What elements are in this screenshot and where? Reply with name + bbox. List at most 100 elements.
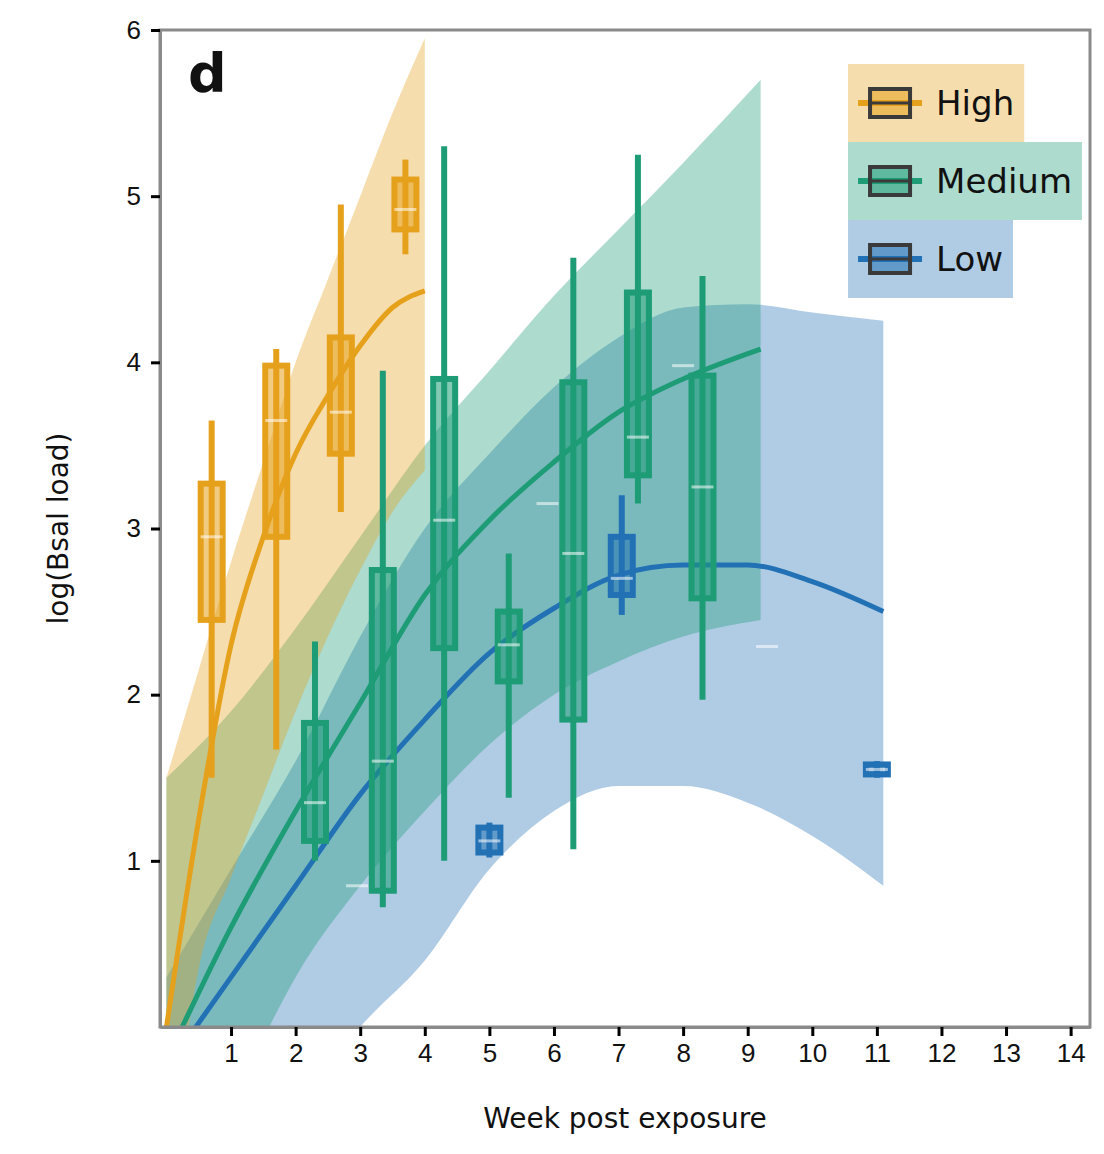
median	[627, 436, 649, 439]
box-body	[692, 376, 714, 599]
x-tick: 11	[864, 1027, 891, 1068]
x-tick-mark	[811, 1027, 814, 1036]
median	[330, 411, 352, 414]
box-body	[372, 570, 394, 891]
box	[866, 761, 888, 778]
legend-box	[870, 167, 910, 195]
box-body	[537, 501, 559, 507]
x-tick: 5	[483, 1027, 497, 1068]
box-body	[330, 337, 352, 453]
box	[478, 823, 500, 858]
y-tick-mark	[151, 361, 160, 364]
x-tick: 7	[612, 1027, 626, 1068]
x-tick-label: 5	[483, 1038, 497, 1068]
x-tick-mark	[230, 1027, 233, 1036]
x-tick-label: 14	[1057, 1038, 1086, 1068]
x-tick-mark	[1005, 1027, 1008, 1036]
y-tick-label: 5	[127, 181, 141, 211]
x-tick: 1	[224, 1027, 238, 1068]
median	[866, 768, 888, 771]
median	[201, 535, 223, 538]
x-tick-label: 1	[224, 1038, 238, 1068]
box-body	[672, 363, 694, 369]
x-tick: 2	[289, 1027, 303, 1068]
x-tick-label: 12	[927, 1038, 956, 1068]
box	[537, 503, 559, 504]
x-tick-mark	[940, 1027, 943, 1036]
legend-item: Low	[848, 220, 1013, 298]
y-tick-label: 6	[127, 15, 141, 45]
x-tick-mark	[682, 1027, 685, 1036]
legend-patch	[848, 64, 1024, 142]
median	[498, 643, 520, 646]
y-tick: 4	[127, 347, 160, 377]
median	[372, 760, 394, 763]
median	[433, 519, 455, 522]
chart: 1234567891011121314123456Week post expos…	[0, 0, 1104, 1154]
y-tick: 5	[127, 181, 160, 211]
median	[562, 552, 584, 555]
y-tick: 3	[127, 513, 160, 543]
x-axis: 1234567891011121314	[161, 1027, 1091, 1068]
legend-icon	[858, 245, 922, 273]
box-body	[756, 643, 778, 649]
legend-median	[870, 180, 910, 183]
box	[330, 204, 352, 511]
box-body	[627, 293, 649, 476]
box-body	[478, 828, 500, 853]
legend-icon	[858, 89, 922, 117]
box-body	[346, 883, 368, 889]
y-tick-label: 1	[127, 846, 141, 876]
legend-box	[870, 245, 910, 273]
panel-letter: d	[188, 42, 227, 105]
legend-label: High	[936, 83, 1014, 123]
x-tick-label: 4	[418, 1038, 432, 1068]
median	[304, 801, 326, 804]
x-tick-mark	[488, 1027, 491, 1036]
box	[611, 495, 633, 615]
x-tick: 10	[798, 1027, 827, 1068]
legend-box	[870, 89, 910, 117]
x-tick-mark	[747, 1027, 750, 1036]
y-tick-mark	[151, 860, 160, 863]
y-tick-label: 4	[127, 347, 141, 377]
confidence-band	[166, 38, 424, 1027]
median	[265, 419, 287, 422]
plot-frame	[160, 30, 1090, 1027]
x-tick: 3	[353, 1027, 367, 1068]
x-axis-line	[161, 1026, 1091, 1029]
x-tick-label: 11	[864, 1038, 891, 1068]
x-tick: 6	[547, 1027, 561, 1068]
box	[692, 276, 714, 700]
median	[692, 485, 714, 488]
box	[562, 258, 584, 850]
x-tick-mark	[553, 1027, 556, 1036]
box	[372, 371, 394, 908]
legend-item: Medium	[848, 142, 1082, 220]
legend-label: Medium	[936, 161, 1072, 201]
x-tick-label: 13	[992, 1038, 1021, 1068]
x-tick: 14	[1057, 1027, 1086, 1068]
box	[756, 646, 778, 647]
box-body	[265, 366, 287, 537]
confidence-band	[166, 80, 760, 1027]
x-tick: 12	[927, 1027, 956, 1068]
y-tick: 2	[127, 679, 160, 709]
y-tick-mark	[151, 195, 160, 198]
box	[201, 420, 223, 777]
x-tick: 8	[676, 1027, 690, 1068]
box-body	[304, 723, 326, 841]
x-tick: 4	[418, 1027, 432, 1068]
y-tick: 6	[127, 15, 160, 45]
x-tick-label: 9	[741, 1038, 755, 1068]
median	[756, 645, 778, 648]
median	[394, 208, 416, 211]
box-body	[498, 612, 520, 682]
box	[627, 155, 649, 504]
median	[346, 884, 368, 887]
legend: High Medium Low	[848, 64, 1082, 298]
box	[672, 365, 694, 366]
median	[478, 839, 500, 842]
x-tick-label: 10	[798, 1038, 827, 1068]
y-tick-label: 3	[127, 513, 141, 543]
